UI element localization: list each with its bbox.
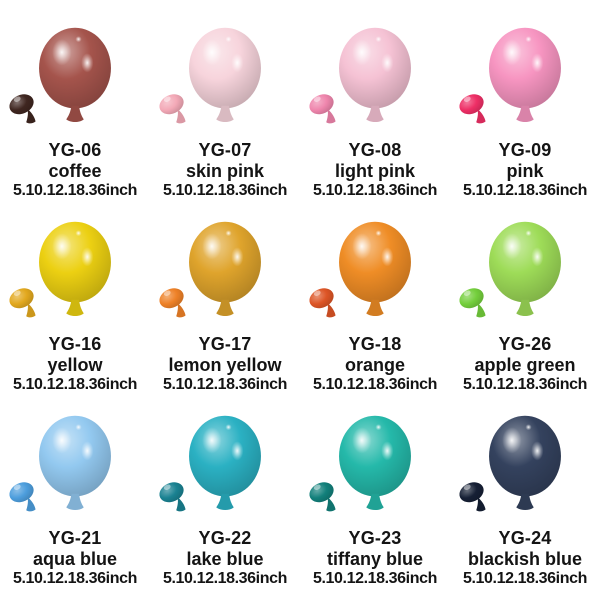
mini-balloon-image <box>459 94 486 124</box>
balloon-area <box>300 11 450 133</box>
product-labels: YG-08 light pink 5.10.12.18.36inch <box>313 140 437 202</box>
color-name: light pink <box>335 161 415 181</box>
size-spec: 5.10.12.18.36inch <box>463 376 587 393</box>
product-cell: YG-18 orange 5.10.12.18.36inch <box>300 202 450 396</box>
product-cell: YG-08 light pink 5.10.12.18.36inch <box>300 8 450 202</box>
size-spec: 5.10.12.18.36inch <box>463 570 587 587</box>
product-labels: YG-26 apple green 5.10.12.18.36inch <box>463 334 587 396</box>
balloon-area <box>300 205 450 327</box>
product-code: YG-23 <box>348 528 402 548</box>
balloon-image <box>189 415 261 511</box>
balloon-area <box>0 399 150 521</box>
size-spec: 5.10.12.18.36inch <box>163 182 287 199</box>
balloon-area <box>300 399 450 521</box>
color-name: orange <box>344 355 405 375</box>
product-labels: YG-07 skin pink 5.10.12.18.36inch <box>163 140 287 202</box>
mini-balloon-image <box>309 482 336 512</box>
product-labels: YG-09 pink 5.10.12.18.36inch <box>463 140 587 202</box>
mini-balloon-image <box>159 94 186 124</box>
product-labels: YG-21 aqua blue 5.10.12.18.36inch <box>13 528 137 590</box>
product-cell: YG-06 coffee 5.10.12.18.36inch <box>0 8 150 202</box>
product-labels: YG-16 yellow 5.10.12.18.36inch <box>13 334 137 396</box>
product-code: YG-22 <box>198 528 252 548</box>
balloon-area <box>450 399 600 521</box>
balloon-image <box>39 27 111 123</box>
balloon-area <box>150 205 300 327</box>
color-name: lake blue <box>186 549 264 569</box>
product-cell: YG-26 apple green 5.10.12.18.36inch <box>450 202 600 396</box>
balloon-image <box>39 415 111 511</box>
product-labels: YG-23 tiffany blue 5.10.12.18.36inch <box>313 528 437 590</box>
product-cell: YG-21 aqua blue 5.10.12.18.36inch <box>0 396 150 590</box>
size-spec: 5.10.12.18.36inch <box>463 182 587 199</box>
size-spec: 5.10.12.18.36inch <box>13 376 137 393</box>
product-code: YG-24 <box>498 528 552 548</box>
product-code: YG-26 <box>498 334 552 354</box>
color-name: apple green <box>474 355 576 375</box>
product-code: YG-16 <box>48 334 102 354</box>
product-code: YG-21 <box>48 528 102 548</box>
product-cell: YG-24 blackish blue 5.10.12.18.36inch <box>450 396 600 590</box>
mini-balloon-image <box>459 288 486 318</box>
product-cell: YG-17 lemon yellow 5.10.12.18.36inch <box>150 202 300 396</box>
balloon-image <box>489 415 561 511</box>
size-spec: 5.10.12.18.36inch <box>13 182 137 199</box>
product-labels: YG-24 blackish blue 5.10.12.18.36inch <box>463 528 587 590</box>
mini-balloon-image <box>309 94 336 124</box>
product-labels: YG-22 lake blue 5.10.12.18.36inch <box>163 528 287 590</box>
size-spec: 5.10.12.18.36inch <box>313 182 437 199</box>
mini-balloon-image <box>9 482 36 512</box>
color-name: blackish blue <box>467 549 583 569</box>
product-code: YG-09 <box>498 140 552 160</box>
balloon-image <box>339 415 411 511</box>
balloon-image <box>489 221 561 317</box>
size-spec: 5.10.12.18.36inch <box>163 570 287 587</box>
product-code: YG-06 <box>48 140 102 160</box>
size-spec: 5.10.12.18.36inch <box>313 376 437 393</box>
product-code: YG-07 <box>198 140 252 160</box>
mini-balloon-image <box>159 482 186 512</box>
balloon-image <box>189 221 261 317</box>
balloon-area <box>150 11 300 133</box>
product-code: YG-18 <box>348 334 402 354</box>
mini-balloon-image <box>159 288 186 318</box>
color-name: tiffany blue <box>326 549 423 569</box>
balloon-area <box>150 399 300 521</box>
product-cell: YG-22 lake blue 5.10.12.18.36inch <box>150 396 300 590</box>
color-name: yellow <box>47 355 103 375</box>
size-spec: 5.10.12.18.36inch <box>313 570 437 587</box>
color-name: pink <box>506 161 544 181</box>
product-cell: YG-16 yellow 5.10.12.18.36inch <box>0 202 150 396</box>
product-code: YG-08 <box>348 140 402 160</box>
product-cell: YG-09 pink 5.10.12.18.36inch <box>450 8 600 202</box>
balloon-image <box>189 27 261 123</box>
color-name: coffee <box>48 161 102 181</box>
product-labels: YG-06 coffee 5.10.12.18.36inch <box>13 140 137 202</box>
balloon-area <box>450 205 600 327</box>
balloon-image <box>39 221 111 317</box>
balloon-area <box>0 205 150 327</box>
balloon-area <box>0 11 150 133</box>
product-labels: YG-17 lemon yellow 5.10.12.18.36inch <box>163 334 287 396</box>
mini-balloon-image <box>309 288 336 318</box>
balloon-image <box>489 27 561 123</box>
balloon-image <box>339 27 411 123</box>
color-name: skin pink <box>185 161 265 181</box>
color-name: aqua blue <box>32 549 117 569</box>
size-spec: 5.10.12.18.36inch <box>163 376 287 393</box>
balloon-image <box>339 221 411 317</box>
mini-balloon-image <box>459 482 486 512</box>
size-spec: 5.10.12.18.36inch <box>13 570 137 587</box>
mini-balloon-image <box>9 288 36 318</box>
product-cell: YG-23 tiffany blue 5.10.12.18.36inch <box>300 396 450 590</box>
balloon-area <box>450 11 600 133</box>
product-code: YG-17 <box>198 334 252 354</box>
mini-balloon-image <box>9 94 36 124</box>
color-name: lemon yellow <box>168 355 282 375</box>
product-cell: YG-07 skin pink 5.10.12.18.36inch <box>150 8 300 202</box>
product-labels: YG-18 orange 5.10.12.18.36inch <box>313 334 437 396</box>
